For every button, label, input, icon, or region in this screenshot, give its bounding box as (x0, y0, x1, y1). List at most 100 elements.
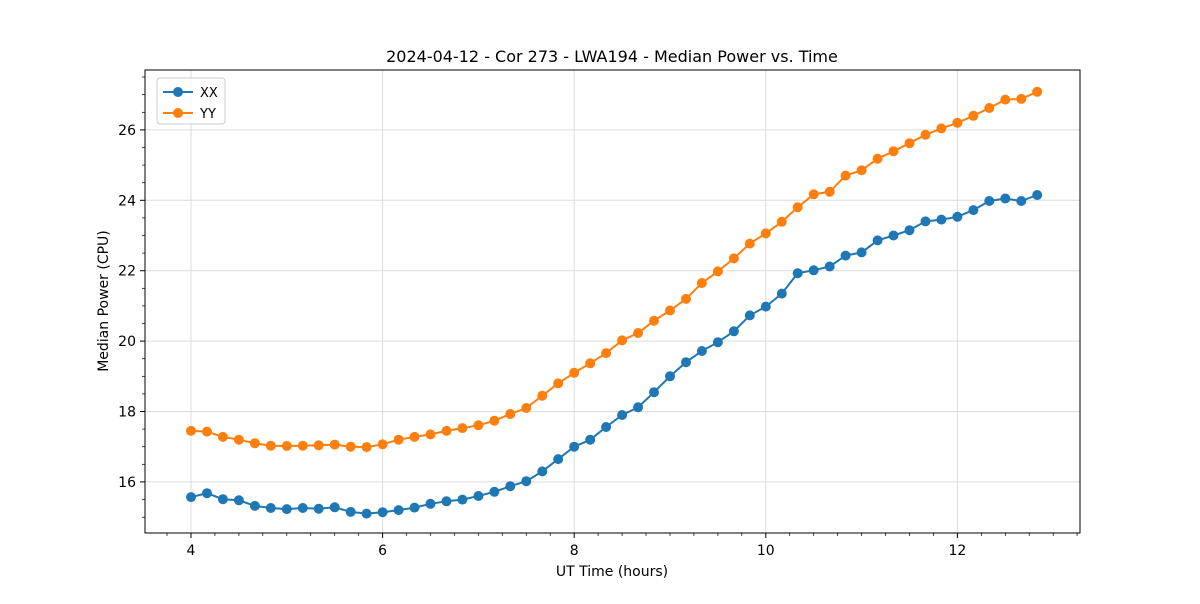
data-point-yy (489, 415, 500, 426)
y-tick-label: 16 (118, 475, 136, 491)
data-point-yy (920, 129, 931, 140)
data-point-xx (633, 402, 644, 413)
data-point-yy (202, 426, 212, 437)
data-point-yy (681, 293, 691, 304)
data-point-xx (553, 454, 564, 465)
data-point-xx (377, 507, 388, 518)
data-point-xx (1032, 190, 1043, 200)
data-point-yy (696, 278, 707, 288)
data-point-xx (712, 337, 723, 348)
data-point-xx (473, 491, 484, 501)
data-point-xx (313, 503, 324, 514)
data-point-yy (425, 429, 436, 440)
data-point-xx (265, 503, 276, 513)
major-ticks (140, 129, 958, 538)
data-point-xx (409, 502, 420, 513)
legend-label-xx: XX (200, 86, 218, 101)
data-point-xx (537, 466, 548, 477)
data-point-yy (712, 266, 723, 277)
data-point-xx (1000, 193, 1011, 204)
data-point-yy (313, 440, 324, 451)
legend-marker-yy (173, 108, 183, 118)
data-point-yy (249, 438, 260, 449)
data-point-xx (441, 496, 452, 507)
data-point-xx (952, 211, 963, 222)
legend-label-yy: YY (199, 107, 216, 122)
grid-lines (145, 70, 1080, 533)
data-point-xx (968, 205, 979, 216)
tick-labels: 4 6 8 10 12 16 18 20 22 24 26 (118, 123, 966, 559)
data-point-yy (297, 440, 308, 451)
data-point-yy (792, 202, 803, 213)
data-point-yy (265, 440, 276, 451)
data-point-yy (633, 328, 644, 338)
data-point-yy (361, 442, 372, 453)
data-point-yy (824, 186, 835, 197)
data-point-yy (872, 153, 883, 164)
data-point-yy (281, 441, 292, 451)
data-point-yy (186, 425, 196, 436)
data-point-xx (521, 476, 532, 487)
data-point-yy (856, 165, 867, 176)
data-point-yy (217, 431, 228, 442)
data-point-xx (760, 301, 771, 312)
chart-title: 2024-04-12 - Cor 273 - LWA194 - Median P… (386, 47, 838, 66)
data-point-yy (649, 315, 659, 326)
data-point-yy (744, 238, 755, 249)
data-point-xx (297, 503, 308, 513)
data-point-yy (537, 390, 548, 401)
data-point-yy (984, 103, 995, 113)
data-point-yy (473, 420, 484, 431)
data-series (186, 86, 1043, 519)
data-point-xx (601, 422, 612, 432)
data-point-xx (728, 326, 739, 337)
legend-marker-xx (173, 87, 183, 97)
data-point-xx (425, 498, 436, 509)
data-point-yy (728, 253, 739, 264)
series-yy (186, 86, 1043, 453)
data-point-yy (760, 228, 771, 239)
data-point-xx (776, 288, 787, 299)
data-point-yy (968, 110, 979, 121)
data-point-yy (601, 348, 612, 359)
data-point-xx (457, 494, 468, 505)
data-point-yy (441, 425, 452, 436)
data-point-yy (808, 189, 819, 200)
data-point-yy (345, 441, 356, 452)
data-point-xx (888, 230, 899, 241)
y-tick-label: 20 (118, 334, 136, 350)
data-point-yy (888, 146, 899, 157)
x-axis-label: UT Time (hours) (556, 564, 668, 580)
data-point-xx (840, 250, 851, 261)
data-point-yy (393, 434, 404, 445)
data-point-yy (505, 409, 516, 419)
data-point-yy (1016, 93, 1027, 104)
series-xx (186, 190, 1043, 519)
data-point-xx (393, 505, 404, 516)
data-point-yy (1000, 94, 1011, 105)
data-point-yy (665, 305, 675, 316)
data-point-xx (904, 225, 915, 236)
data-point-xx (617, 410, 628, 420)
y-tick-label: 22 (118, 264, 136, 280)
data-point-yy (553, 378, 564, 389)
data-point-xx (186, 492, 196, 503)
data-point-yy (233, 434, 244, 445)
legend: XX YY (156, 77, 226, 125)
data-point-xx (681, 357, 691, 368)
data-point-yy (569, 367, 580, 378)
data-point-xx (505, 481, 516, 492)
data-point-xx (233, 495, 244, 506)
data-point-xx (856, 247, 867, 258)
data-point-xx (1016, 196, 1027, 206)
data-point-xx (936, 214, 947, 225)
data-point-yy (936, 123, 947, 134)
data-point-xx (792, 268, 803, 279)
data-point-xx (585, 434, 596, 445)
data-point-xx (920, 216, 931, 227)
y-axis-label: Median Power (CPU) (96, 230, 112, 372)
data-point-xx (569, 441, 580, 452)
data-point-yy (457, 423, 468, 434)
data-point-xx (808, 265, 819, 276)
